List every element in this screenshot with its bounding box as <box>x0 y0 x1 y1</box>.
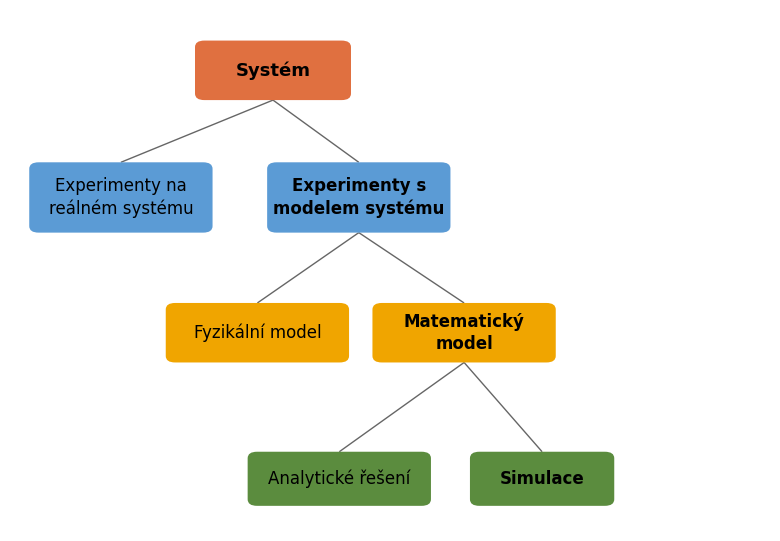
FancyBboxPatch shape <box>195 41 351 100</box>
Text: Analytické řešení: Analytické řešení <box>268 470 410 488</box>
FancyBboxPatch shape <box>373 303 555 362</box>
FancyBboxPatch shape <box>166 303 349 362</box>
Text: Matematický
model: Matematický model <box>404 313 524 353</box>
FancyBboxPatch shape <box>248 452 431 506</box>
Text: Experimenty na
reálném systému: Experimenty na reálném systému <box>48 177 193 218</box>
Text: Experimenty s
modelem systému: Experimenty s modelem systému <box>273 177 445 218</box>
Text: Simulace: Simulace <box>500 470 584 488</box>
FancyBboxPatch shape <box>30 162 212 233</box>
FancyBboxPatch shape <box>267 162 451 233</box>
Text: Systém: Systém <box>236 61 310 80</box>
FancyBboxPatch shape <box>470 452 614 506</box>
Text: Fyzikální model: Fyzikální model <box>193 324 321 342</box>
